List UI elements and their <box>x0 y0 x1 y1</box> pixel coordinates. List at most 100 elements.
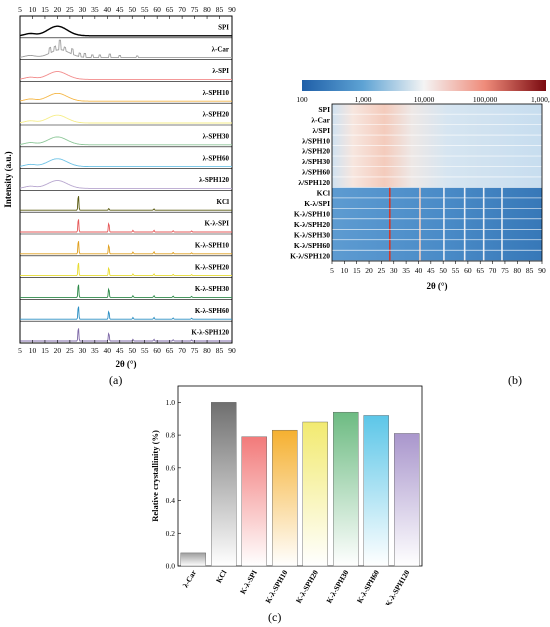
row-label-k-spi: K-λ/SPI <box>304 199 330 208</box>
row-label-k-sph20: K-λ/SPH20 <box>294 220 330 229</box>
series-label-k-sph60: K-λ-SPH60 <box>195 307 230 315</box>
series-label--spi: λ-SPI <box>212 67 229 75</box>
colorbar-tick-label: 1,000,000 <box>531 95 550 104</box>
heatmap-row--sph120 <box>332 177 542 188</box>
x-tick-label-bottom: 70 <box>178 346 186 355</box>
x-tick-label-top: 60 <box>153 5 161 14</box>
x-tick-label-bottom: 40 <box>104 346 112 355</box>
category-label-k-sph120: K-λ-SPH120 <box>384 568 412 605</box>
heatmap-peak-band <box>463 240 466 251</box>
heatmap-peak-band <box>482 208 485 220</box>
row-label-k-sph30: K-λ/SPH30 <box>294 230 330 239</box>
series-line--sph10 <box>20 92 232 102</box>
row-label--car: λ-Car <box>311 115 330 124</box>
heatmap-peak-band <box>501 198 503 209</box>
series-label-k-sph30: K-λ-SPH30 <box>195 285 230 293</box>
x-tick-label: 60 <box>464 266 472 275</box>
x-tick-label-bottom: 60 <box>153 346 161 355</box>
x-tick-label: 80 <box>514 266 522 275</box>
x-tick-label-bottom: 50 <box>128 346 136 355</box>
heatmap-peak-band <box>501 229 503 241</box>
series-line--car <box>20 39 232 59</box>
y-axis-title: Relative crystallinity (%) <box>150 430 160 522</box>
heatmap-peak-band <box>463 208 466 220</box>
heatmap-peak-band <box>419 240 421 251</box>
row-label--spi: λ/SPI <box>313 126 331 135</box>
heatmap-row-k-sph20 <box>332 219 542 230</box>
heatmap-peak-band <box>419 208 421 220</box>
colorbar <box>302 80 546 91</box>
x-tick-label-top: 20 <box>54 5 62 14</box>
series-line--spi <box>20 71 232 80</box>
category-label--car: λ-Car <box>181 568 198 589</box>
heatmap-peak-band <box>389 219 391 230</box>
series-label-kcl: KCl <box>217 198 230 206</box>
heatmap-peak-band <box>482 240 485 251</box>
x-tick-label-top: 85 <box>216 5 224 14</box>
bar-k-sph10 <box>272 429 298 567</box>
heatmap-peak-band <box>443 198 445 209</box>
row-label-k-sph60: K-λ/SPH60 <box>294 241 330 250</box>
bar-k-sph60 <box>363 415 389 567</box>
heatmap-peak-band <box>419 198 421 209</box>
x-tick-label: 85 <box>526 266 534 275</box>
series-label--sph120: λ-SPH120 <box>199 176 229 184</box>
heatmap-peak-band <box>443 187 445 199</box>
xrd-stacked-line-chart: SPI λ-Car λ-SPI λ-SPH10 λ-SPH20 λ-SPH30 λ-SPH6… <box>3 5 236 369</box>
x-tick-label-top: 35 <box>91 5 99 14</box>
heatmap-peak-band <box>501 240 503 251</box>
series-line--sph20 <box>20 114 232 124</box>
heatmap-peak-band <box>482 219 485 230</box>
series-line-spi <box>20 25 232 37</box>
panel-label-a: (a) <box>109 373 123 387</box>
series-line-k-sph20 <box>20 262 232 277</box>
plot-frame <box>177 385 423 567</box>
x-tick-label-bottom: 85 <box>216 346 224 355</box>
row-label-spi: SPI <box>318 105 330 114</box>
heatmap-peak-band <box>501 250 503 261</box>
plot-frame <box>19 15 233 344</box>
x-tick-label-top: 45 <box>116 5 124 14</box>
heatmap-peak-band <box>419 229 421 241</box>
y-axis-title: Intensity (a.u.) <box>3 151 13 207</box>
category-label-k-sph10: K-λ-SPH10 <box>263 568 289 604</box>
series-label-k-sph20: K-λ-SPH20 <box>195 263 230 271</box>
x-tick-label-bottom: 5 <box>18 346 22 355</box>
x-tick-label: 5 <box>330 266 334 275</box>
bar-k-spi <box>241 436 267 567</box>
heatmap-peak-band <box>501 187 503 199</box>
series-label-k-sph120: K-λ-SPH120 <box>191 329 229 337</box>
x-tick-label-top: 65 <box>166 5 174 14</box>
series-label--sph60: λ-SPH60 <box>203 154 230 162</box>
heatmap-row-k-sph120 <box>332 250 542 261</box>
series-line--sph30 <box>20 136 232 146</box>
series-line-k-spi <box>20 219 232 233</box>
y-tick-label: 0.0 <box>166 562 176 571</box>
series-line-k-sph120 <box>20 328 232 342</box>
heatmap-peak-band <box>419 250 421 261</box>
heatmap-row-k-spi <box>332 198 542 209</box>
heatmap-peak-band <box>482 198 485 209</box>
row-label--sph20: λ/SPH20 <box>302 147 330 156</box>
x-tick-label-bottom: 25 <box>66 346 74 355</box>
row-label-kcl: KCl <box>317 189 330 198</box>
x-tick-label-bottom: 65 <box>166 346 174 355</box>
x-tick-label: 40 <box>415 266 423 275</box>
x-tick-label-bottom: 20 <box>54 346 62 355</box>
row-label-k-sph10: K-λ/SPH10 <box>294 210 330 219</box>
x-tick-label: 70 <box>489 266 497 275</box>
y-tick-label: 1.0 <box>166 398 176 407</box>
heatmap-row-k-sph10 <box>332 208 542 220</box>
heatmap-peak-band <box>389 187 391 199</box>
heatmap-peak-band <box>443 240 445 251</box>
x-tick-label: 10 <box>341 266 349 275</box>
series-label--sph30: λ-SPH30 <box>203 133 230 141</box>
x-tick-label-bottom: 15 <box>41 346 49 355</box>
series-line-kcl <box>20 195 232 211</box>
heatmap-row--car <box>332 114 542 125</box>
x-tick-label-bottom: 45 <box>116 346 124 355</box>
x-tick-label-top: 90 <box>228 5 236 14</box>
heatmap-row-kcl <box>332 187 542 199</box>
x-axis-title: 2θ (°) <box>115 359 136 369</box>
